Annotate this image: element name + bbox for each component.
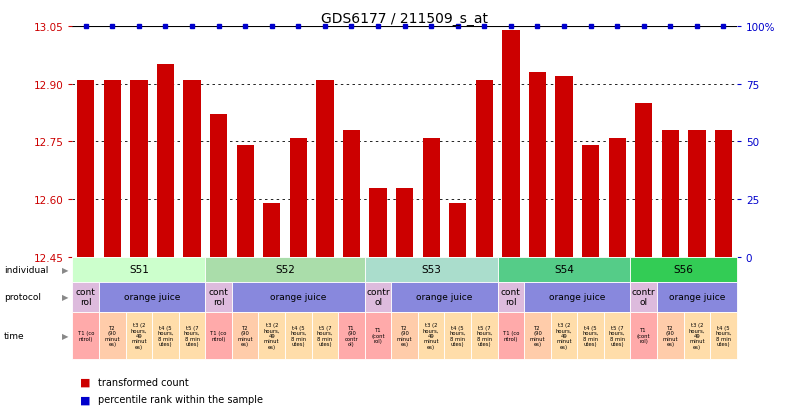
Text: T2
(90
minut
es): T2 (90 minut es): [237, 325, 253, 346]
Bar: [210, 115, 227, 257]
Text: t4 (5
hours,
8 min
utes): t4 (5 hours, 8 min utes): [716, 325, 732, 346]
Bar: [263, 204, 281, 257]
Text: t5 (7
hours,
8 min
utes): t5 (7 hours, 8 min utes): [184, 325, 200, 346]
Bar: [290, 138, 307, 257]
Bar: [688, 131, 705, 257]
Bar: [104, 81, 121, 257]
Text: t4 (5
hours,
8 min
utes): t4 (5 hours, 8 min utes): [158, 325, 173, 346]
Bar: [184, 81, 201, 257]
Bar: [662, 131, 679, 257]
Bar: [635, 104, 652, 257]
Text: T1 (co
ntrol): T1 (co ntrol): [77, 330, 94, 341]
Text: S51: S51: [129, 265, 149, 275]
Bar: [343, 131, 360, 257]
Text: transformed count: transformed count: [98, 377, 188, 387]
Text: T2
(90
minut
es): T2 (90 minut es): [105, 325, 120, 346]
Bar: [370, 188, 387, 257]
Text: orange juice: orange juice: [549, 292, 605, 301]
Bar: [157, 65, 174, 257]
Text: T2
(90
minut
es): T2 (90 minut es): [397, 325, 412, 346]
Text: ▶: ▶: [62, 292, 69, 301]
Text: contr
ol: contr ol: [366, 287, 390, 306]
Text: cont
rol: cont rol: [76, 287, 95, 306]
Text: ■: ■: [80, 394, 91, 404]
Bar: [396, 188, 413, 257]
Text: orange juice: orange juice: [669, 292, 725, 301]
Bar: [77, 81, 95, 257]
Text: S53: S53: [422, 265, 441, 275]
Text: t3 (2
hours,
49
minut
es): t3 (2 hours, 49 minut es): [556, 322, 572, 349]
Title: GDS6177 / 211509_s_at: GDS6177 / 211509_s_at: [322, 12, 488, 26]
Text: T1 (co
ntrol): T1 (co ntrol): [210, 330, 227, 341]
Bar: [130, 81, 147, 257]
Bar: [582, 146, 599, 257]
Bar: [422, 138, 440, 257]
Text: t5 (7
hours,
8 min
utes): t5 (7 hours, 8 min utes): [609, 325, 626, 346]
Text: ▶: ▶: [62, 331, 69, 340]
Text: t5 (7
hours,
8 min
utes): t5 (7 hours, 8 min utes): [476, 325, 492, 346]
Text: percentile rank within the sample: percentile rank within the sample: [98, 394, 262, 404]
Text: T1
(cont
rol): T1 (cont rol): [371, 328, 385, 344]
Bar: [502, 31, 519, 257]
Text: t3 (2
hours,
49
minut
es): t3 (2 hours, 49 minut es): [689, 322, 705, 349]
Bar: [608, 138, 626, 257]
Text: T2
(90
minut
es): T2 (90 minut es): [663, 325, 678, 346]
Text: T1
(cont
rol): T1 (cont rol): [637, 328, 651, 344]
Text: individual: individual: [4, 265, 48, 274]
Text: T1 (co
ntrol): T1 (co ntrol): [503, 330, 519, 341]
Bar: [236, 146, 254, 257]
Text: t3 (2
hours,
49
minut
es): t3 (2 hours, 49 minut es): [423, 322, 440, 349]
Text: protocol: protocol: [4, 292, 41, 301]
Bar: [556, 77, 573, 257]
Text: time: time: [4, 331, 24, 340]
Text: t4 (5
hours,
8 min
utes): t4 (5 hours, 8 min utes): [449, 325, 466, 346]
Text: S54: S54: [554, 265, 574, 275]
Text: ▶: ▶: [62, 265, 69, 274]
Bar: [476, 81, 493, 257]
Text: t3 (2
hours,
49
minut
es): t3 (2 hours, 49 minut es): [263, 322, 280, 349]
Text: t4 (5
hours,
8 min
utes): t4 (5 hours, 8 min utes): [290, 325, 307, 346]
Text: ■: ■: [80, 377, 91, 387]
Text: contr
ol: contr ol: [632, 287, 656, 306]
Text: cont
rol: cont rol: [209, 287, 229, 306]
Text: S52: S52: [275, 265, 295, 275]
Bar: [449, 204, 466, 257]
Bar: [529, 73, 546, 257]
Bar: [316, 81, 333, 257]
Text: S56: S56: [674, 265, 693, 275]
Text: orange juice: orange juice: [124, 292, 180, 301]
Text: cont
rol: cont rol: [501, 287, 521, 306]
Text: t3 (2
hours,
49
minut
es): t3 (2 hours, 49 minut es): [131, 322, 147, 349]
Text: orange juice: orange juice: [416, 292, 473, 301]
Text: t5 (7
hours,
8 min
utes): t5 (7 hours, 8 min utes): [317, 325, 333, 346]
Text: t4 (5
hours,
8 min
utes): t4 (5 hours, 8 min utes): [582, 325, 599, 346]
Text: orange juice: orange juice: [270, 292, 326, 301]
Bar: [715, 131, 732, 257]
Text: T2
(90
minut
es): T2 (90 minut es): [530, 325, 545, 346]
Text: T1
(90
contr
ol): T1 (90 contr ol): [344, 325, 359, 346]
